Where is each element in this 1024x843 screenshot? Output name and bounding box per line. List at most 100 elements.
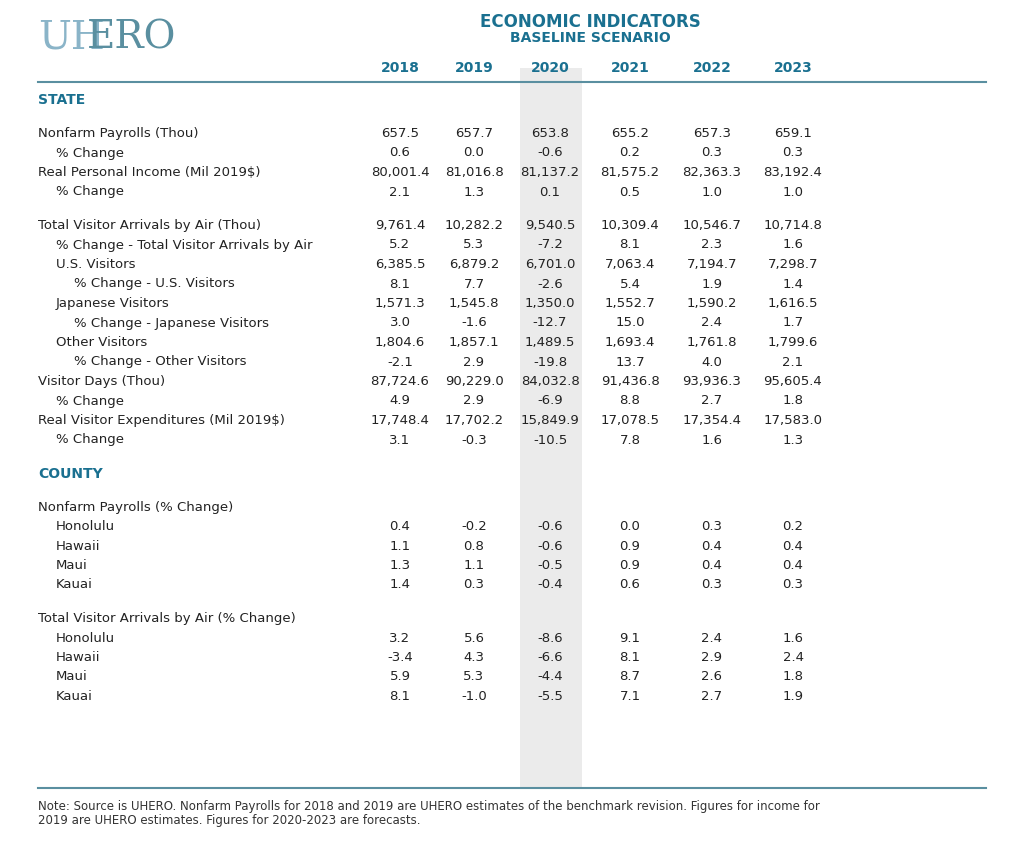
Text: 3.0: 3.0 bbox=[389, 316, 411, 330]
Text: -6.9: -6.9 bbox=[538, 395, 563, 407]
Text: 81,016.8: 81,016.8 bbox=[444, 166, 504, 179]
Text: 1.7: 1.7 bbox=[782, 316, 804, 330]
Text: 1,616.5: 1,616.5 bbox=[768, 297, 818, 310]
Text: -0.2: -0.2 bbox=[461, 520, 486, 533]
Text: 0.4: 0.4 bbox=[389, 520, 411, 533]
Text: 4.3: 4.3 bbox=[464, 651, 484, 664]
Text: 80,001.4: 80,001.4 bbox=[371, 166, 429, 179]
Text: 2.9: 2.9 bbox=[464, 356, 484, 368]
Text: 1.4: 1.4 bbox=[389, 578, 411, 592]
Text: 0.4: 0.4 bbox=[701, 559, 723, 572]
Text: 8.1: 8.1 bbox=[389, 690, 411, 703]
Text: -7.2: -7.2 bbox=[537, 239, 563, 251]
Text: 5.6: 5.6 bbox=[464, 631, 484, 645]
Text: 8.7: 8.7 bbox=[620, 670, 640, 684]
Text: 7.8: 7.8 bbox=[620, 433, 640, 447]
Text: 5.2: 5.2 bbox=[389, 239, 411, 251]
Text: Total Visitor Arrivals by Air (Thou): Total Visitor Arrivals by Air (Thou) bbox=[38, 219, 261, 232]
Text: 3.2: 3.2 bbox=[389, 631, 411, 645]
Text: 655.2: 655.2 bbox=[611, 127, 649, 140]
Text: 91,436.8: 91,436.8 bbox=[601, 375, 659, 388]
Text: 7.7: 7.7 bbox=[464, 277, 484, 291]
Text: 1.6: 1.6 bbox=[782, 631, 804, 645]
Text: 9,761.4: 9,761.4 bbox=[375, 219, 425, 232]
Text: 1.1: 1.1 bbox=[389, 540, 411, 552]
Text: Nonfarm Payrolls (% Change): Nonfarm Payrolls (% Change) bbox=[38, 501, 233, 513]
Text: 657.3: 657.3 bbox=[693, 127, 731, 140]
Text: 17,583.0: 17,583.0 bbox=[764, 414, 822, 427]
Text: 1,552.7: 1,552.7 bbox=[604, 297, 655, 310]
Text: 87,724.6: 87,724.6 bbox=[371, 375, 429, 388]
Text: 81,575.2: 81,575.2 bbox=[600, 166, 659, 179]
Text: -3.4: -3.4 bbox=[387, 651, 413, 664]
Text: 2019: 2019 bbox=[455, 61, 494, 75]
Text: Nonfarm Payrolls (Thou): Nonfarm Payrolls (Thou) bbox=[38, 127, 199, 140]
Text: ECONOMIC INDICATORS: ECONOMIC INDICATORS bbox=[479, 13, 700, 31]
Text: 10,714.8: 10,714.8 bbox=[764, 219, 822, 232]
Text: 10,546.7: 10,546.7 bbox=[683, 219, 741, 232]
Text: Visitor Days (Thou): Visitor Days (Thou) bbox=[38, 375, 165, 388]
Text: UH: UH bbox=[38, 19, 104, 56]
Text: ERO: ERO bbox=[87, 19, 176, 56]
Text: Real Personal Income (Mil 2019$): Real Personal Income (Mil 2019$) bbox=[38, 166, 260, 179]
Text: 1.4: 1.4 bbox=[782, 277, 804, 291]
Text: Japanese Visitors: Japanese Visitors bbox=[56, 297, 170, 310]
Text: -2.1: -2.1 bbox=[387, 356, 413, 368]
Text: 1,571.3: 1,571.3 bbox=[375, 297, 425, 310]
Text: 9,540.5: 9,540.5 bbox=[525, 219, 575, 232]
Text: 84,032.8: 84,032.8 bbox=[520, 375, 580, 388]
Text: Maui: Maui bbox=[56, 559, 88, 572]
Text: 657.5: 657.5 bbox=[381, 127, 419, 140]
Text: -0.5: -0.5 bbox=[538, 559, 563, 572]
Text: 0.1: 0.1 bbox=[540, 185, 560, 198]
Text: 1.0: 1.0 bbox=[782, 185, 804, 198]
Text: 0.3: 0.3 bbox=[701, 147, 723, 159]
Text: 2.7: 2.7 bbox=[701, 690, 723, 703]
Text: % Change: % Change bbox=[56, 433, 124, 447]
Text: 1,350.0: 1,350.0 bbox=[524, 297, 575, 310]
Text: COUNTY: COUNTY bbox=[38, 466, 102, 481]
Text: 1.8: 1.8 bbox=[782, 395, 804, 407]
Text: 1,693.4: 1,693.4 bbox=[605, 336, 655, 349]
Text: 0.5: 0.5 bbox=[620, 185, 640, 198]
Text: 2022: 2022 bbox=[692, 61, 731, 75]
Text: BASELINE SCENARIO: BASELINE SCENARIO bbox=[510, 31, 671, 45]
Text: 8.1: 8.1 bbox=[620, 651, 640, 664]
Text: 8.1: 8.1 bbox=[389, 277, 411, 291]
Text: 17,702.2: 17,702.2 bbox=[444, 414, 504, 427]
Text: 81,137.2: 81,137.2 bbox=[520, 166, 580, 179]
Text: 7,063.4: 7,063.4 bbox=[605, 258, 655, 271]
Text: 10,282.2: 10,282.2 bbox=[444, 219, 504, 232]
Text: -4.4: -4.4 bbox=[538, 670, 563, 684]
Text: Real Visitor Expenditures (Mil 2019$): Real Visitor Expenditures (Mil 2019$) bbox=[38, 414, 285, 427]
Text: -1.0: -1.0 bbox=[461, 690, 486, 703]
Text: U.S. Visitors: U.S. Visitors bbox=[56, 258, 135, 271]
Text: % Change: % Change bbox=[56, 147, 124, 159]
Text: 2.4: 2.4 bbox=[701, 631, 723, 645]
Text: 1.9: 1.9 bbox=[701, 277, 723, 291]
Text: 1.6: 1.6 bbox=[782, 239, 804, 251]
Text: 5.9: 5.9 bbox=[389, 670, 411, 684]
Text: 0.9: 0.9 bbox=[620, 540, 640, 552]
Text: 8.8: 8.8 bbox=[620, 395, 640, 407]
Text: 0.6: 0.6 bbox=[389, 147, 411, 159]
Text: 7.1: 7.1 bbox=[620, 690, 641, 703]
Text: 4.0: 4.0 bbox=[701, 356, 723, 368]
Text: 653.8: 653.8 bbox=[531, 127, 569, 140]
Text: 1,489.5: 1,489.5 bbox=[525, 336, 575, 349]
Text: 6,879.2: 6,879.2 bbox=[449, 258, 499, 271]
Text: -10.5: -10.5 bbox=[532, 433, 567, 447]
Text: 7,298.7: 7,298.7 bbox=[768, 258, 818, 271]
Text: 82,363.3: 82,363.3 bbox=[683, 166, 741, 179]
Text: -12.7: -12.7 bbox=[532, 316, 567, 330]
Text: -0.4: -0.4 bbox=[538, 578, 563, 592]
Text: 2.3: 2.3 bbox=[701, 239, 723, 251]
Text: 5.4: 5.4 bbox=[620, 277, 640, 291]
Text: 0.4: 0.4 bbox=[701, 540, 723, 552]
Text: 13.7: 13.7 bbox=[615, 356, 645, 368]
Text: 15.0: 15.0 bbox=[615, 316, 645, 330]
Text: 8.1: 8.1 bbox=[620, 239, 640, 251]
Text: 17,078.5: 17,078.5 bbox=[600, 414, 659, 427]
Text: 0.8: 0.8 bbox=[464, 540, 484, 552]
Text: Other Visitors: Other Visitors bbox=[56, 336, 147, 349]
